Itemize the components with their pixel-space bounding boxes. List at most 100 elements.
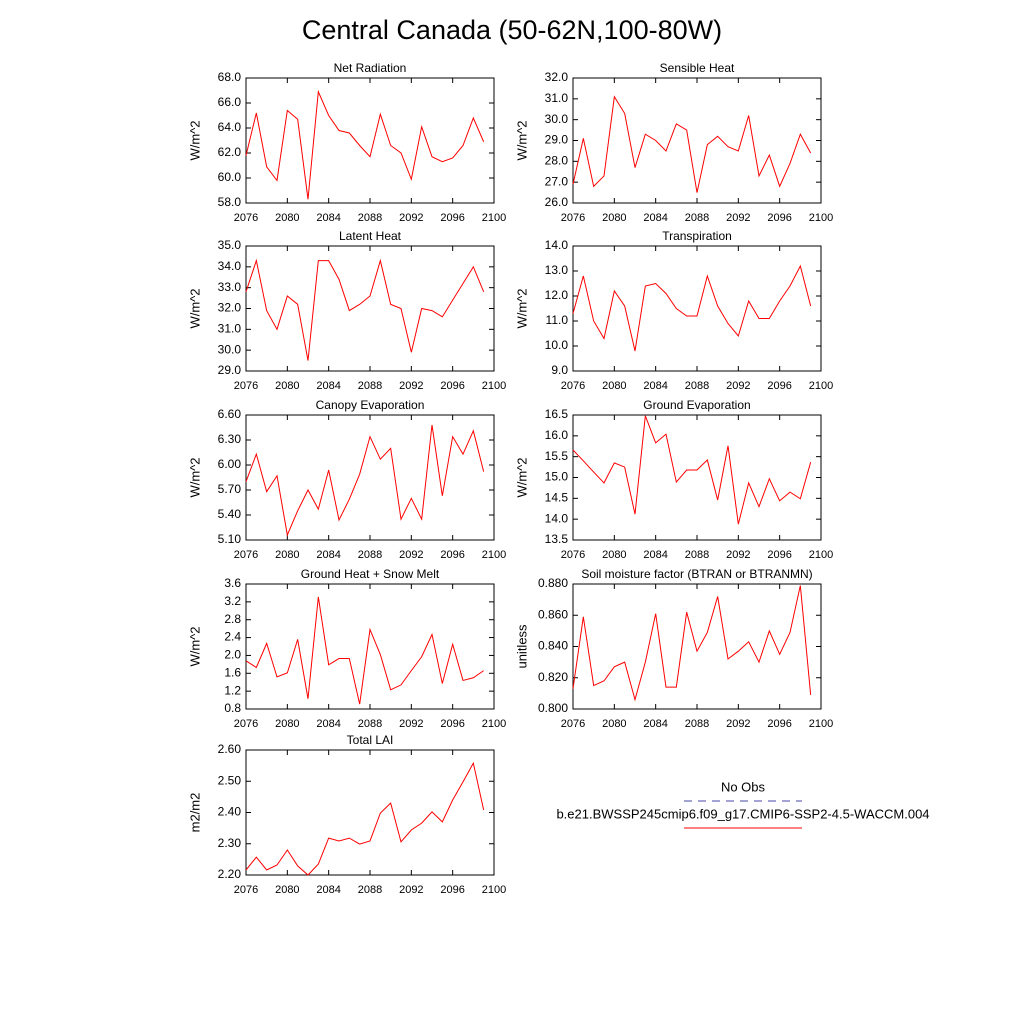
x-tick-label: 2088: [685, 718, 709, 730]
y-tick-label: 28.0: [545, 154, 569, 168]
x-tick-label: 2096: [440, 212, 464, 224]
x-tick-label: 2096: [767, 549, 791, 561]
x-tick-label: 2092: [726, 718, 750, 730]
panel-title: Canopy Evaporation: [316, 398, 425, 412]
x-tick-label: 2088: [358, 884, 382, 896]
panel-title: Sensible Heat: [660, 61, 735, 75]
y-tick-label: 32.0: [218, 301, 242, 315]
data-line: [245, 89, 485, 200]
x-tick-label: 2088: [685, 212, 709, 224]
y-tick-label: 1.2: [224, 683, 241, 697]
y-tick-label: 35.0: [218, 238, 242, 252]
x-tick-label: 2100: [482, 549, 506, 561]
y-tick-label: 32.0: [545, 70, 569, 84]
x-tick-label: 2092: [726, 380, 750, 392]
y-tick-label: 66.0: [218, 95, 242, 109]
y-tick-label: 13.0: [545, 263, 569, 277]
y-tick-label: 2.0: [224, 648, 241, 662]
x-tick-label: 2080: [275, 884, 299, 896]
x-tick-label: 2088: [358, 380, 382, 392]
x-tick-label: 2080: [275, 212, 299, 224]
y-tick-label: 29.0: [218, 363, 242, 377]
y-tick-label: 0.800: [538, 701, 568, 715]
x-tick-label: 2096: [767, 380, 791, 392]
x-tick-label: 2100: [482, 212, 506, 224]
x-tick-label: 2076: [234, 718, 258, 730]
y-tick-label: 2.20: [218, 867, 242, 881]
y-tick-label: 2.8: [224, 612, 241, 626]
data-line: [572, 415, 812, 525]
y-tick-label: 27.0: [545, 174, 569, 188]
panel-title: Ground Evaporation: [643, 398, 750, 412]
panel-title: Net Radiation: [334, 61, 407, 75]
y-tick-label: 2.60: [218, 742, 242, 756]
y-axis-label: W/m^2: [187, 457, 202, 497]
y-axis-label: unitless: [514, 624, 529, 669]
y-tick-label: 0.880: [538, 576, 568, 590]
y-tick-label: 2.40: [218, 805, 242, 819]
x-tick-label: 2088: [685, 549, 709, 561]
y-tick-label: 5.40: [218, 507, 242, 521]
y-tick-label: 10.0: [545, 338, 569, 352]
x-tick-label: 2076: [561, 718, 585, 730]
x-tick-label: 2080: [275, 718, 299, 730]
x-tick-label: 2092: [726, 212, 750, 224]
y-tick-label: 30.0: [218, 342, 242, 356]
x-tick-label: 2084: [316, 718, 340, 730]
x-tick-label: 2096: [440, 380, 464, 392]
data-line: [245, 596, 484, 705]
x-tick-label: 2076: [234, 884, 258, 896]
y-tick-label: 15.0: [545, 470, 569, 484]
y-tick-label: 15.5: [545, 449, 569, 463]
x-tick-label: 2096: [440, 884, 464, 896]
x-tick-label: 2088: [358, 718, 382, 730]
x-tick-label: 2092: [399, 380, 423, 392]
x-tick-label: 2080: [275, 549, 299, 561]
x-tick-label: 2092: [726, 549, 750, 561]
x-tick-label: 2080: [602, 718, 626, 730]
panel-title: Latent Heat: [339, 229, 402, 243]
data-line: [572, 264, 812, 352]
data-line: [572, 95, 812, 193]
x-tick-label: 2100: [809, 212, 833, 224]
x-tick-label: 2096: [440, 549, 464, 561]
y-tick-label: 3.2: [224, 594, 241, 608]
data-line: [245, 761, 485, 876]
panel-title: Transpiration: [662, 229, 732, 243]
plot-frame: [572, 77, 822, 204]
x-tick-label: 2076: [234, 380, 258, 392]
y-axis-label: W/m^2: [187, 120, 202, 160]
y-tick-label: 2.50: [218, 773, 242, 787]
x-tick-label: 2080: [602, 380, 626, 392]
legend-label: b.e21.BWSSP245cmip6.f09_g17.CMIP6-SSP2-4…: [556, 806, 929, 821]
y-axis-label: W/m^2: [514, 120, 529, 160]
y-tick-label: 2.4: [224, 630, 241, 644]
panel-title: Ground Heat + Snow Melt: [301, 567, 440, 581]
x-tick-label: 2088: [358, 212, 382, 224]
x-tick-label: 2100: [482, 884, 506, 896]
y-tick-label: 30.0: [545, 112, 569, 126]
data-line: [245, 424, 485, 537]
x-tick-label: 2076: [561, 380, 585, 392]
x-tick-label: 2092: [399, 884, 423, 896]
x-tick-label: 2100: [482, 718, 506, 730]
y-tick-label: 14.5: [545, 491, 569, 505]
plot-frame: [245, 414, 495, 541]
y-tick-label: 2.30: [218, 836, 242, 850]
x-tick-label: 2080: [602, 549, 626, 561]
x-tick-label: 2080: [602, 212, 626, 224]
x-tick-label: 2084: [316, 380, 340, 392]
panel-title: Soil moisture factor (BTRAN or BTRANMN): [581, 567, 812, 581]
y-tick-label: 14.0: [545, 238, 569, 252]
y-tick-label: 60.0: [218, 170, 242, 184]
x-tick-label: 2096: [767, 718, 791, 730]
y-tick-label: 26.0: [545, 195, 569, 209]
y-axis-label: W/m^2: [514, 288, 529, 328]
x-tick-label: 2084: [643, 212, 667, 224]
y-tick-label: 3.6: [224, 576, 241, 590]
x-tick-label: 2100: [809, 380, 833, 392]
y-tick-label: 0.840: [538, 639, 568, 653]
x-tick-label: 2076: [234, 549, 258, 561]
y-tick-label: 68.0: [218, 70, 242, 84]
